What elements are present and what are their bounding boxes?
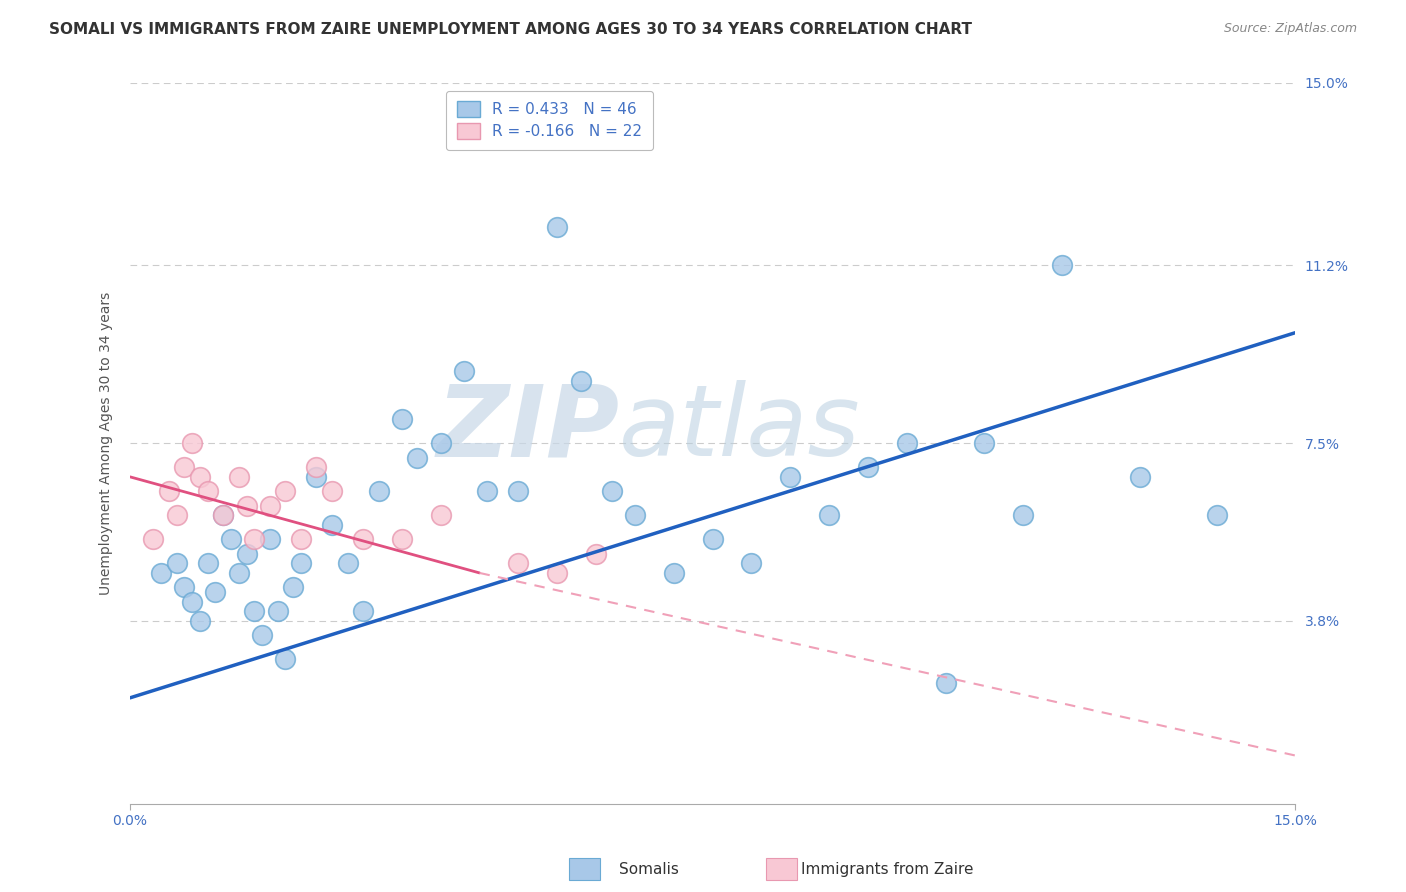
Point <box>305 470 328 484</box>
Point <box>406 450 429 465</box>
Point <box>290 557 312 571</box>
Point <box>274 652 297 666</box>
Point <box>600 484 623 499</box>
Point <box>188 614 211 628</box>
Point <box>477 484 499 499</box>
Point <box>243 604 266 618</box>
Point <box>166 557 188 571</box>
Point <box>429 436 451 450</box>
Text: Source: ZipAtlas.com: Source: ZipAtlas.com <box>1223 22 1357 36</box>
Point <box>352 604 374 618</box>
Point <box>624 508 647 523</box>
Text: Somalis: Somalis <box>619 863 679 877</box>
Point <box>973 436 995 450</box>
Point <box>181 595 204 609</box>
Point <box>290 533 312 547</box>
Point <box>259 499 281 513</box>
Point <box>896 436 918 450</box>
Text: SOMALI VS IMMIGRANTS FROM ZAIRE UNEMPLOYMENT AMONG AGES 30 TO 34 YEARS CORRELATI: SOMALI VS IMMIGRANTS FROM ZAIRE UNEMPLOY… <box>49 22 972 37</box>
Point <box>1012 508 1035 523</box>
Point <box>212 508 235 523</box>
Point <box>150 566 173 580</box>
Point <box>391 533 413 547</box>
Text: ZIP: ZIP <box>436 380 620 477</box>
Point <box>508 557 530 571</box>
Point <box>228 566 250 580</box>
Point <box>173 460 195 475</box>
Point <box>336 557 359 571</box>
Point <box>259 533 281 547</box>
Point <box>243 533 266 547</box>
Point <box>274 484 297 499</box>
Point <box>818 508 841 523</box>
Point <box>662 566 685 580</box>
Point <box>352 533 374 547</box>
Point <box>321 517 343 532</box>
Point <box>212 508 235 523</box>
Point <box>1129 470 1152 484</box>
Point <box>204 585 226 599</box>
Point <box>250 628 273 642</box>
Point <box>546 220 568 235</box>
Point <box>166 508 188 523</box>
Point <box>585 547 607 561</box>
Point <box>188 470 211 484</box>
Text: Immigrants from Zaire: Immigrants from Zaire <box>801 863 974 877</box>
Point <box>235 547 257 561</box>
Point <box>305 460 328 475</box>
Point <box>228 470 250 484</box>
Point <box>1050 259 1073 273</box>
Point <box>508 484 530 499</box>
Point <box>367 484 389 499</box>
Point <box>429 508 451 523</box>
Point <box>197 557 219 571</box>
Point <box>219 533 242 547</box>
Point <box>235 499 257 513</box>
Legend: R = 0.433   N = 46, R = -0.166   N = 22: R = 0.433 N = 46, R = -0.166 N = 22 <box>446 91 652 150</box>
Point <box>321 484 343 499</box>
Point <box>740 557 762 571</box>
Point <box>453 364 475 378</box>
Point <box>266 604 288 618</box>
Point <box>856 460 879 475</box>
Point <box>391 412 413 426</box>
Point <box>569 374 592 388</box>
Point <box>546 566 568 580</box>
Point <box>157 484 180 499</box>
Point <box>181 436 204 450</box>
Text: atlas: atlas <box>620 380 860 477</box>
Point <box>142 533 165 547</box>
Point <box>702 533 724 547</box>
Point <box>173 580 195 594</box>
Point <box>197 484 219 499</box>
Point <box>779 470 801 484</box>
Point <box>935 676 957 690</box>
Y-axis label: Unemployment Among Ages 30 to 34 years: Unemployment Among Ages 30 to 34 years <box>100 292 114 595</box>
Point <box>1206 508 1229 523</box>
Point <box>281 580 304 594</box>
